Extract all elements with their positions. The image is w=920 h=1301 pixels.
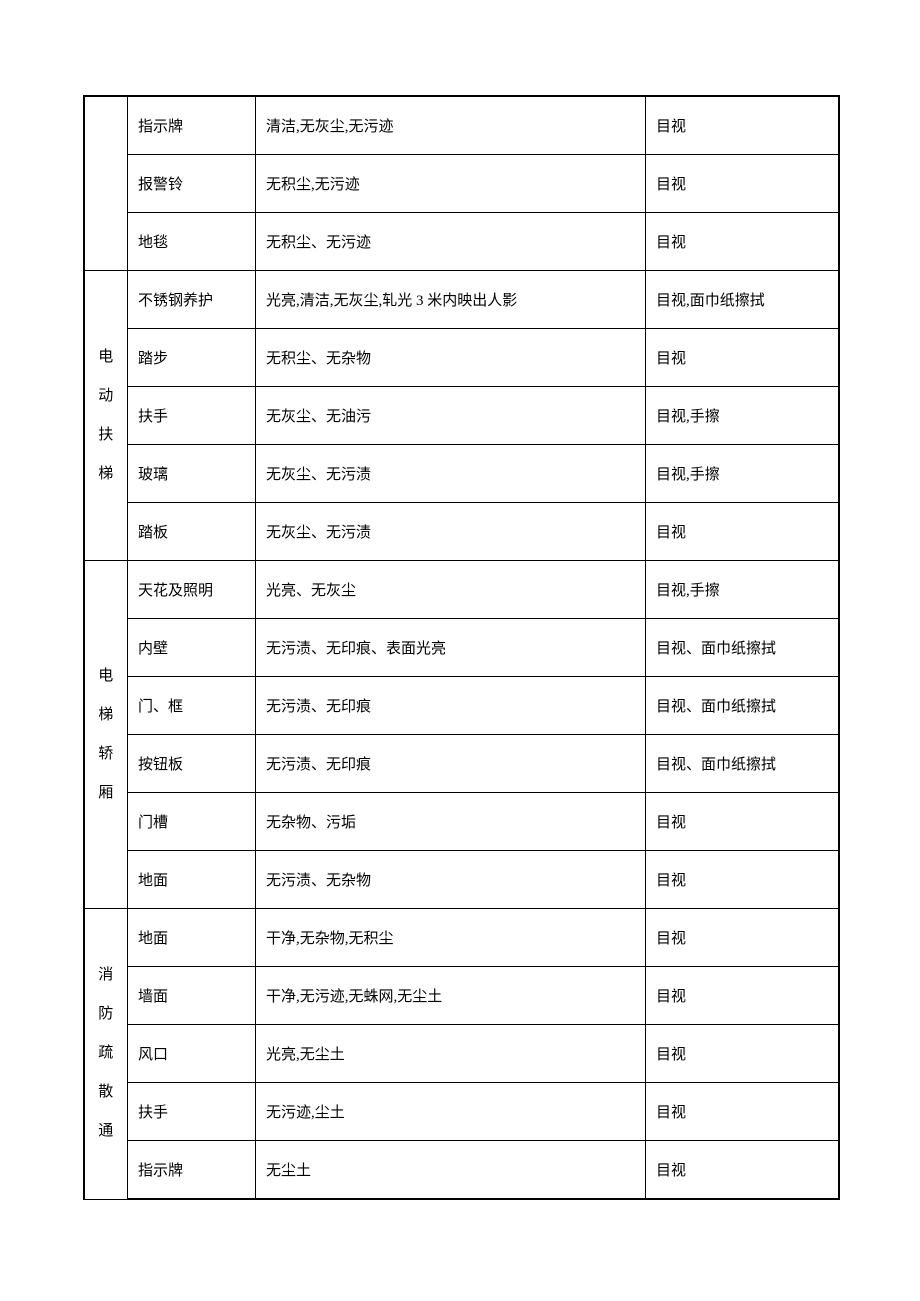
table-row: 地毯无积尘、无污迹目视 bbox=[84, 213, 839, 271]
method-cell: 目视 bbox=[646, 851, 839, 909]
category-label: 消防疏散通 bbox=[89, 956, 124, 1151]
table-row: 玻璃无灰尘、无污渍目视,手擦 bbox=[84, 445, 839, 503]
category-cell bbox=[84, 96, 128, 271]
item-cell: 扶手 bbox=[128, 1083, 256, 1141]
table-row: 墙面干净,无污迹,无蛛网,无尘土目视 bbox=[84, 967, 839, 1025]
category-cell: 消防疏散通 bbox=[84, 909, 128, 1200]
standard-cell: 无污渍、无杂物 bbox=[256, 851, 646, 909]
table-row: 内壁无污渍、无印痕、表面光亮目视、面巾纸擦拭 bbox=[84, 619, 839, 677]
method-cell: 目视 bbox=[646, 1025, 839, 1083]
standard-cell: 无灰尘、无污渍 bbox=[256, 503, 646, 561]
item-cell: 踏步 bbox=[128, 329, 256, 387]
table-row: 踏板无灰尘、无污渍目视 bbox=[84, 503, 839, 561]
standard-cell: 无灰尘、无油污 bbox=[256, 387, 646, 445]
standard-cell: 无污渍、无印痕 bbox=[256, 677, 646, 735]
method-cell: 目视,手擦 bbox=[646, 561, 839, 619]
method-cell: 目视 bbox=[646, 213, 839, 271]
table-row: 扶手无污迹,尘土目视 bbox=[84, 1083, 839, 1141]
method-cell: 目视,面巾纸擦拭 bbox=[646, 271, 839, 329]
method-cell: 目视 bbox=[646, 1083, 839, 1141]
standard-cell: 光亮、无灰尘 bbox=[256, 561, 646, 619]
item-cell: 门槽 bbox=[128, 793, 256, 851]
standard-cell: 无积尘、无杂物 bbox=[256, 329, 646, 387]
table-row: 门槽无杂物、污垢目视 bbox=[84, 793, 839, 851]
table-row: 报警铃无积尘,无污迹目视 bbox=[84, 155, 839, 213]
standard-cell: 无污迹,尘土 bbox=[256, 1083, 646, 1141]
item-cell: 地毯 bbox=[128, 213, 256, 271]
standard-cell: 无污渍、无印痕、表面光亮 bbox=[256, 619, 646, 677]
method-cell: 目视、面巾纸擦拭 bbox=[646, 677, 839, 735]
method-cell: 目视 bbox=[646, 329, 839, 387]
standard-cell: 光亮,无尘土 bbox=[256, 1025, 646, 1083]
table-row: 按钮板无污渍、无印痕目视、面巾纸擦拭 bbox=[84, 735, 839, 793]
category-label: 电梯轿厢 bbox=[89, 657, 124, 813]
standard-cell: 无杂物、污垢 bbox=[256, 793, 646, 851]
method-cell: 目视 bbox=[646, 1141, 839, 1200]
standard-cell: 无尘土 bbox=[256, 1141, 646, 1200]
item-cell: 地面 bbox=[128, 909, 256, 967]
inspection-table-container: 指示牌清洁,无灰尘,无污迹目视报警铃无积尘,无污迹目视地毯无积尘、无污迹目视电动… bbox=[83, 95, 838, 1200]
method-cell: 目视、面巾纸擦拭 bbox=[646, 619, 839, 677]
table-row: 电梯轿厢天花及照明光亮、无灰尘目视,手擦 bbox=[84, 561, 839, 619]
standard-cell: 清洁,无灰尘,无污迹 bbox=[256, 96, 646, 155]
standard-cell: 干净,无杂物,无积尘 bbox=[256, 909, 646, 967]
method-cell: 目视 bbox=[646, 155, 839, 213]
method-cell: 目视,手擦 bbox=[646, 445, 839, 503]
table-row: 消防疏散通地面干净,无杂物,无积尘目视 bbox=[84, 909, 839, 967]
standard-cell: 无污渍、无印痕 bbox=[256, 735, 646, 793]
category-cell: 电动扶梯 bbox=[84, 271, 128, 561]
inspection-table: 指示牌清洁,无灰尘,无污迹目视报警铃无积尘,无污迹目视地毯无积尘、无污迹目视电动… bbox=[83, 95, 840, 1200]
item-cell: 墙面 bbox=[128, 967, 256, 1025]
method-cell: 目视 bbox=[646, 96, 839, 155]
table-row: 指示牌无尘土目视 bbox=[84, 1141, 839, 1200]
table-row: 地面无污渍、无杂物目视 bbox=[84, 851, 839, 909]
item-cell: 扶手 bbox=[128, 387, 256, 445]
standard-cell: 干净,无污迹,无蛛网,无尘土 bbox=[256, 967, 646, 1025]
method-cell: 目视 bbox=[646, 793, 839, 851]
standard-cell: 无积尘、无污迹 bbox=[256, 213, 646, 271]
table-row: 指示牌清洁,无灰尘,无污迹目视 bbox=[84, 96, 839, 155]
item-cell: 门、框 bbox=[128, 677, 256, 735]
table-row: 门、框无污渍、无印痕目视、面巾纸擦拭 bbox=[84, 677, 839, 735]
table-row: 踏步无积尘、无杂物目视 bbox=[84, 329, 839, 387]
standard-cell: 光亮,清洁,无灰尘,轧光 3 米内映出人影 bbox=[256, 271, 646, 329]
item-cell: 地面 bbox=[128, 851, 256, 909]
method-cell: 目视 bbox=[646, 503, 839, 561]
item-cell: 天花及照明 bbox=[128, 561, 256, 619]
standard-cell: 无灰尘、无污渍 bbox=[256, 445, 646, 503]
item-cell: 报警铃 bbox=[128, 155, 256, 213]
category-label: 电动扶梯 bbox=[89, 338, 124, 494]
table-row: 风口光亮,无尘土目视 bbox=[84, 1025, 839, 1083]
item-cell: 踏板 bbox=[128, 503, 256, 561]
method-cell: 目视,手擦 bbox=[646, 387, 839, 445]
item-cell: 玻璃 bbox=[128, 445, 256, 503]
standard-cell: 无积尘,无污迹 bbox=[256, 155, 646, 213]
method-cell: 目视 bbox=[646, 909, 839, 967]
table-row: 电动扶梯不锈钢养护光亮,清洁,无灰尘,轧光 3 米内映出人影目视,面巾纸擦拭 bbox=[84, 271, 839, 329]
item-cell: 指示牌 bbox=[128, 96, 256, 155]
method-cell: 目视、面巾纸擦拭 bbox=[646, 735, 839, 793]
item-cell: 指示牌 bbox=[128, 1141, 256, 1200]
table-row: 扶手无灰尘、无油污目视,手擦 bbox=[84, 387, 839, 445]
method-cell: 目视 bbox=[646, 967, 839, 1025]
item-cell: 风口 bbox=[128, 1025, 256, 1083]
item-cell: 不锈钢养护 bbox=[128, 271, 256, 329]
category-cell: 电梯轿厢 bbox=[84, 561, 128, 909]
item-cell: 按钮板 bbox=[128, 735, 256, 793]
item-cell: 内壁 bbox=[128, 619, 256, 677]
